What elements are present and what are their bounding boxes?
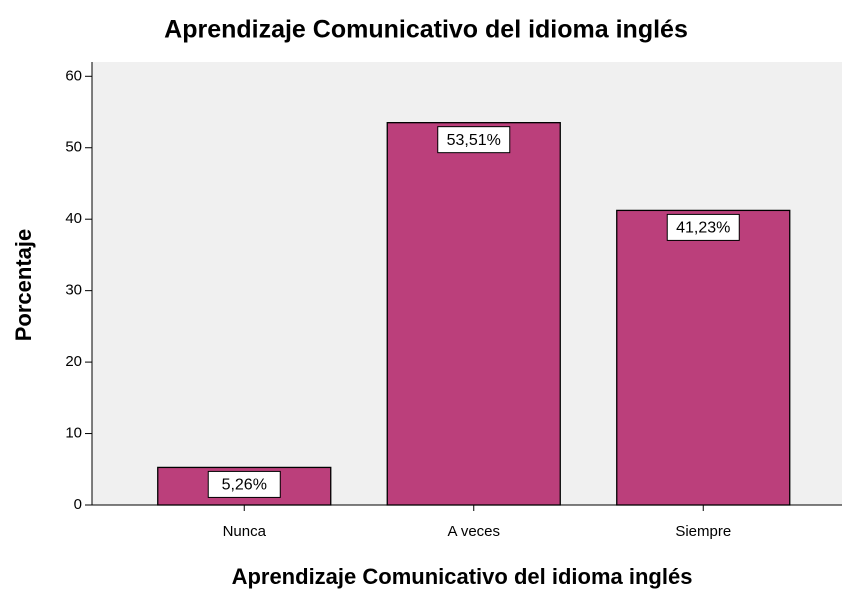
y-tick-label: 50 — [65, 139, 82, 156]
x-axis-title: Aprendizaje Comunicativo del idioma ingl… — [232, 564, 693, 589]
y-tick-label: 10 — [65, 425, 82, 442]
bar — [616, 209, 791, 506]
x-tick-label: Nunca — [223, 523, 267, 540]
y-tick-label: 40 — [65, 210, 82, 227]
chart-title: Aprendizaje Comunicativo del idioma ingl… — [164, 16, 688, 44]
bar — [386, 122, 561, 506]
value-label-box — [666, 213, 740, 241]
x-tick-label: A veces — [447, 523, 500, 540]
y-tick-label: 60 — [65, 67, 82, 84]
value-label: 53,51% — [447, 132, 501, 149]
y-tick-label: 20 — [65, 353, 82, 370]
y-tick-label: 0 — [74, 496, 82, 513]
value-label-box — [207, 470, 281, 498]
value-label: 5,26% — [222, 477, 267, 494]
x-tick-label: Siempre — [675, 523, 731, 540]
y-tick-label: 30 — [65, 282, 82, 299]
y-axis-title: Porcentaje — [11, 229, 36, 342]
value-label-box — [437, 126, 511, 154]
value-label: 41,23% — [676, 220, 730, 237]
